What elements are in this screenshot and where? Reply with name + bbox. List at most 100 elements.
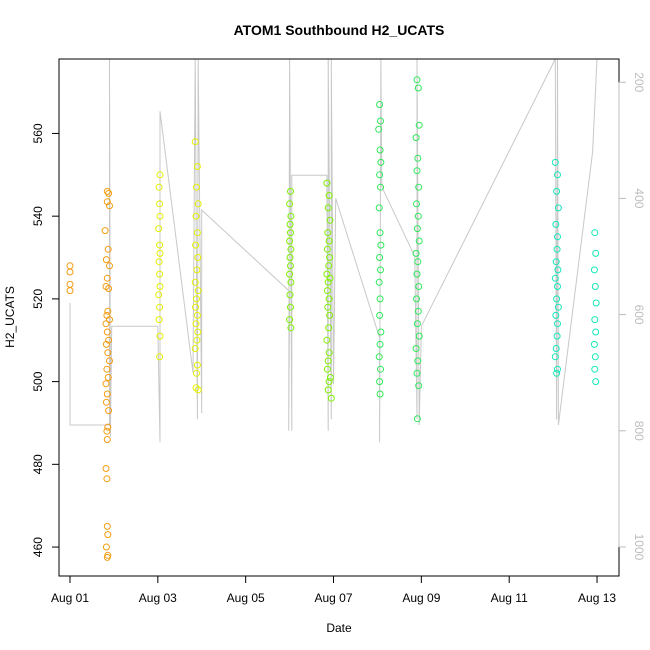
data-point <box>326 311 334 319</box>
data-point <box>554 171 561 179</box>
data-point <box>553 369 561 377</box>
data-point <box>591 229 599 237</box>
data-point <box>376 340 384 348</box>
data-point <box>414 307 422 315</box>
data-point <box>376 295 384 303</box>
data-point <box>554 233 561 241</box>
data-point <box>412 134 420 142</box>
data-point <box>155 183 163 191</box>
data-point <box>104 423 112 431</box>
x-tick-label: Aug 13 <box>578 591 616 605</box>
pressure-tick-label: 400 <box>632 188 646 208</box>
data-point <box>193 311 201 319</box>
data-point <box>554 303 562 311</box>
pressure-trace-line <box>69 58 598 443</box>
data-point <box>287 212 295 220</box>
data-point <box>286 220 294 228</box>
data-point <box>101 227 109 235</box>
x-tick-label: Aug 09 <box>402 591 440 605</box>
data-point <box>326 374 334 381</box>
data-point <box>104 307 112 315</box>
data-point <box>287 187 294 195</box>
data-point <box>102 465 110 472</box>
data-point <box>325 349 333 357</box>
data-point <box>193 229 201 237</box>
data-point <box>591 353 599 361</box>
data-point <box>591 316 599 324</box>
data-point <box>376 378 384 386</box>
data-point <box>323 287 331 295</box>
data-point <box>592 299 600 307</box>
data-point <box>377 183 384 191</box>
x-tick-label: Aug 07 <box>314 591 352 605</box>
data-point <box>103 365 111 373</box>
data-point <box>415 183 423 191</box>
data-point <box>592 249 600 257</box>
data-point <box>193 295 200 303</box>
data-point <box>325 324 333 332</box>
data-point <box>554 283 561 290</box>
data-point <box>286 200 294 208</box>
y-axis-label: H2_UCATS <box>3 286 17 348</box>
data-point <box>412 345 420 352</box>
data-point <box>193 266 201 274</box>
data-point <box>590 340 598 348</box>
x-tick-label: Aug 03 <box>139 591 177 605</box>
data-point <box>551 353 559 361</box>
data-point <box>325 378 333 386</box>
data-point <box>413 369 421 377</box>
data-point <box>194 287 202 295</box>
data-point <box>414 258 422 266</box>
pressure-tick-label: 1000 <box>632 534 646 561</box>
data-point <box>415 237 423 245</box>
data-point <box>553 295 561 303</box>
data-point <box>286 316 294 324</box>
data-point <box>66 268 74 276</box>
pressure-tick-label: 600 <box>632 305 646 325</box>
data-point <box>551 158 559 166</box>
data-point <box>193 183 200 191</box>
data-point <box>377 117 384 125</box>
data-point <box>413 320 421 328</box>
series-1 <box>66 187 113 561</box>
data-point <box>414 357 422 365</box>
series-6 <box>286 179 335 402</box>
data-point <box>590 266 598 274</box>
pressure-tick-label: 200 <box>632 72 646 92</box>
data-point <box>104 349 112 357</box>
data-point <box>553 245 561 253</box>
data-point <box>104 551 112 559</box>
data-point <box>413 167 421 175</box>
pressure-trace-layer <box>69 58 598 443</box>
data-point <box>287 278 295 286</box>
data-point <box>66 262 74 270</box>
data-point <box>412 249 420 257</box>
data-point <box>156 353 164 361</box>
data-point <box>377 365 384 373</box>
data-point <box>377 266 384 274</box>
data-point <box>286 237 294 245</box>
data-point <box>156 283 164 290</box>
data-point <box>192 384 200 392</box>
data-point <box>106 357 113 365</box>
data-point <box>105 189 113 197</box>
data-point <box>156 270 164 278</box>
data-point <box>323 245 331 253</box>
data-point <box>194 386 202 394</box>
data-point <box>554 204 562 212</box>
data-point <box>592 378 600 386</box>
plot-frame <box>58 58 620 577</box>
data-point <box>102 340 110 348</box>
data-point <box>377 328 385 336</box>
pressure-axis: 200 400 600 800 1000 <box>618 72 646 561</box>
data-point <box>104 245 112 253</box>
data-point <box>414 84 422 92</box>
y-tick-label: 480 <box>31 454 45 474</box>
data-point <box>413 295 420 303</box>
data-point <box>592 328 600 336</box>
data-point <box>155 258 163 266</box>
y-tick-label: 560 <box>31 123 45 143</box>
data-point <box>413 76 421 84</box>
data-point <box>324 278 332 286</box>
